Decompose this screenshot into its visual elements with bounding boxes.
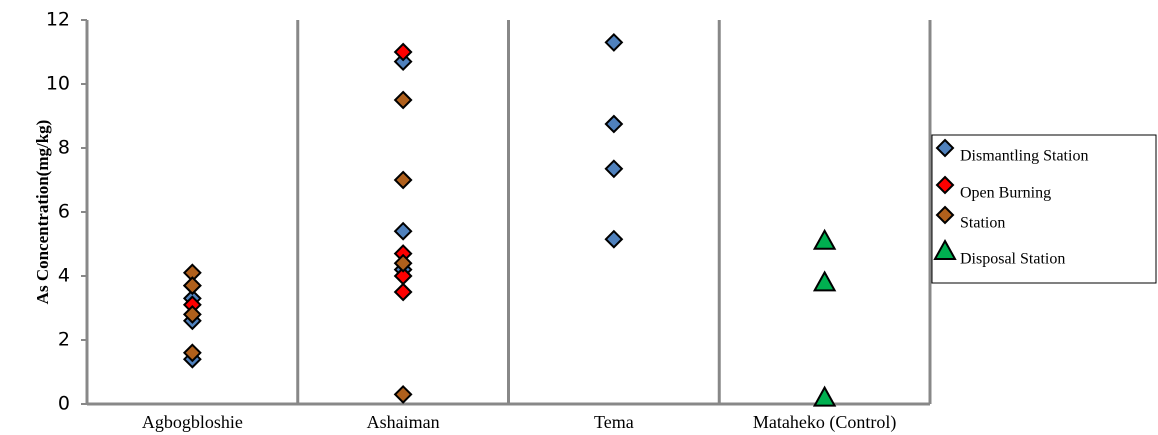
data-point: [604, 32, 624, 52]
data-point: [812, 228, 837, 250]
data-point: [393, 221, 413, 241]
data-point: [393, 253, 413, 273]
data-point: [393, 52, 413, 72]
y-tick-label: 0: [58, 393, 70, 415]
y-axis-label: As Concentration(mg/kg): [33, 120, 52, 305]
legend-box: [931, 134, 1157, 284]
data-point: [604, 114, 624, 134]
y-tick-label: 10: [46, 73, 70, 95]
data-point: [393, 282, 413, 302]
y-tick-label: 4: [58, 265, 70, 287]
legend-marker: [933, 238, 957, 260]
legend-label: Disposal Station: [960, 251, 1065, 268]
y-tick-label: 6: [58, 201, 70, 223]
data-point: [393, 384, 413, 404]
y-tick-label: 2: [58, 329, 70, 351]
x-tick-label: Mataheko (Control): [753, 412, 896, 433]
data-point: [812, 385, 837, 407]
legend-marker: [935, 205, 955, 225]
x-tick-label: Ashaiman: [367, 412, 440, 432]
legend-marker: [935, 175, 955, 195]
legend-marker: [935, 138, 955, 158]
y-tick-label: 8: [58, 137, 70, 159]
data-point: [604, 229, 624, 249]
data-point: [182, 304, 202, 324]
legend-label: Station: [960, 215, 1005, 232]
legend-label: Open Burning: [960, 185, 1051, 202]
data-point: [182, 343, 202, 363]
x-tick-label: Agbogbloshie: [142, 412, 243, 432]
data-point: [812, 270, 837, 292]
data-point: [393, 42, 413, 62]
data-point: [182, 276, 202, 296]
data-point: [393, 170, 413, 190]
legend-label: Dismantling Station: [960, 148, 1088, 165]
data-point: [393, 90, 413, 110]
y-tick-label: 12: [46, 9, 70, 31]
x-tick-label: Tema: [594, 412, 634, 432]
data-point: [604, 159, 624, 179]
